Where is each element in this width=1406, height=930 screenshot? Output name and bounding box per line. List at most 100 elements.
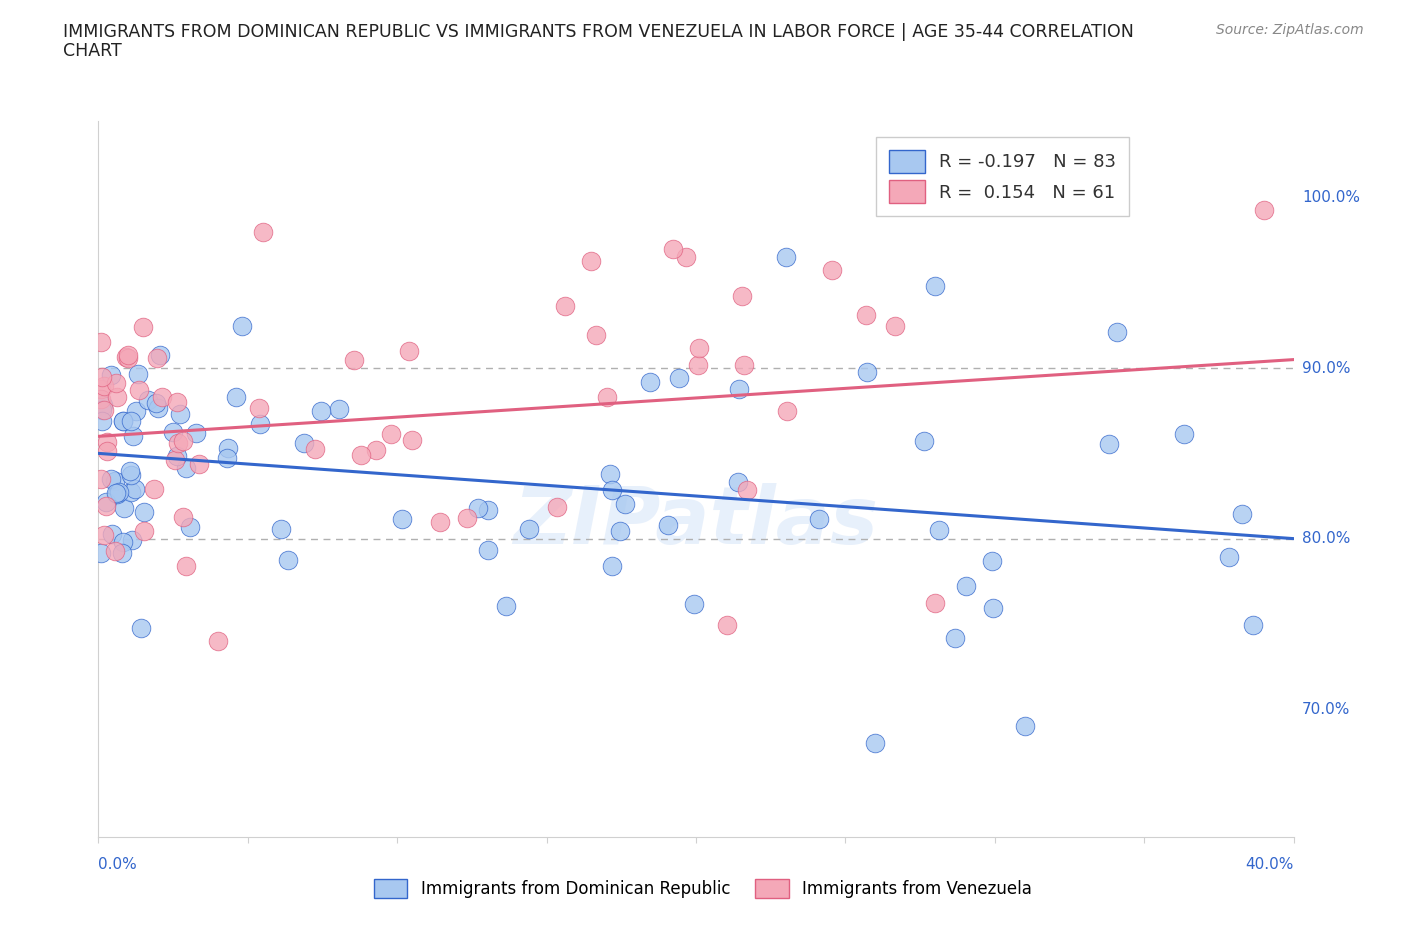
Point [90, 546, 112, 561]
Point [252, 224, 274, 239]
Point [776, 404, 799, 418]
Point [101, 526, 124, 541]
Point [217, 451, 239, 466]
Legend: R = -0.197   N = 83, R =  0.154   N = 61: R = -0.197 N = 83, R = 0.154 N = 61 [876, 137, 1129, 216]
Point [188, 457, 211, 472]
Point [1253, 202, 1275, 217]
Text: 90.0%: 90.0% [1302, 361, 1350, 376]
Point [398, 344, 420, 359]
Point [924, 596, 946, 611]
Point [686, 358, 709, 373]
Point [928, 523, 950, 538]
Point [91, 414, 114, 429]
Point [350, 447, 373, 462]
Point [120, 485, 142, 499]
Point [599, 467, 621, 482]
Point [104, 376, 127, 391]
Point [292, 435, 315, 450]
Point [129, 620, 152, 635]
Point [90, 392, 112, 406]
Point [112, 500, 135, 515]
Point [675, 249, 697, 264]
Point [145, 396, 167, 411]
Point [125, 404, 148, 418]
Point [328, 401, 350, 416]
Point [429, 514, 451, 529]
Point [100, 472, 122, 486]
Point [93, 379, 115, 393]
Point [517, 522, 540, 537]
Point [104, 485, 127, 500]
Point [172, 433, 194, 448]
Point [733, 358, 755, 373]
Point [716, 618, 738, 632]
Point [727, 474, 749, 489]
Point [207, 633, 229, 648]
Text: 0.0%: 0.0% [98, 857, 138, 872]
Point [955, 578, 977, 593]
Point [163, 452, 186, 467]
Point [100, 367, 122, 382]
Text: 100.0%: 100.0% [1302, 190, 1360, 206]
Point [134, 524, 156, 538]
Point [120, 467, 142, 482]
Text: 40.0%: 40.0% [1246, 857, 1294, 872]
Point [657, 518, 679, 533]
Point [596, 390, 619, 405]
Point [1173, 426, 1195, 441]
Text: 80.0%: 80.0% [1302, 531, 1350, 546]
Point [391, 512, 413, 526]
Point [134, 505, 156, 520]
Point [150, 390, 173, 405]
Point [117, 348, 139, 363]
Point [112, 535, 135, 550]
Point [115, 350, 138, 365]
Point [735, 483, 758, 498]
Point [1098, 437, 1121, 452]
Point [546, 499, 568, 514]
Point [980, 553, 1002, 568]
Point [111, 546, 134, 561]
Point [309, 403, 332, 418]
Point [169, 406, 191, 421]
Point [467, 500, 489, 515]
Point [96, 444, 118, 458]
Point [277, 552, 299, 567]
Point [943, 631, 966, 645]
Point [820, 262, 842, 277]
Point [94, 495, 117, 510]
Point [912, 433, 935, 448]
Point [105, 486, 128, 501]
Point [1230, 506, 1253, 521]
Point [380, 427, 402, 442]
Point [132, 320, 155, 335]
Text: 70.0%: 70.0% [1302, 701, 1350, 717]
Point [148, 348, 170, 363]
Point [107, 485, 129, 499]
Point [121, 413, 143, 428]
Point [731, 289, 754, 304]
Point [172, 509, 194, 524]
Point [585, 327, 607, 342]
Text: Source: ZipAtlas.com: Source: ZipAtlas.com [1216, 23, 1364, 37]
Point [688, 340, 710, 355]
Point [124, 482, 146, 497]
Point [111, 413, 134, 428]
Text: IMMIGRANTS FROM DOMINICAN REPUBLIC VS IMMIGRANTS FROM VENEZUELA IN LABOR FORCE |: IMMIGRANTS FROM DOMINICAN REPUBLIC VS IM… [63, 23, 1135, 41]
Point [883, 319, 905, 334]
Point [249, 400, 271, 415]
Point [1241, 618, 1264, 633]
Point [477, 542, 499, 557]
Point [127, 366, 149, 381]
Point [225, 390, 247, 405]
Point [179, 520, 201, 535]
Point [112, 413, 135, 428]
Point [600, 483, 623, 498]
Text: CHART: CHART [63, 42, 122, 60]
Point [90, 335, 112, 350]
Point [855, 308, 877, 323]
Point [1105, 325, 1128, 339]
Point [91, 398, 114, 413]
Point [174, 558, 197, 573]
Point [90, 472, 112, 486]
